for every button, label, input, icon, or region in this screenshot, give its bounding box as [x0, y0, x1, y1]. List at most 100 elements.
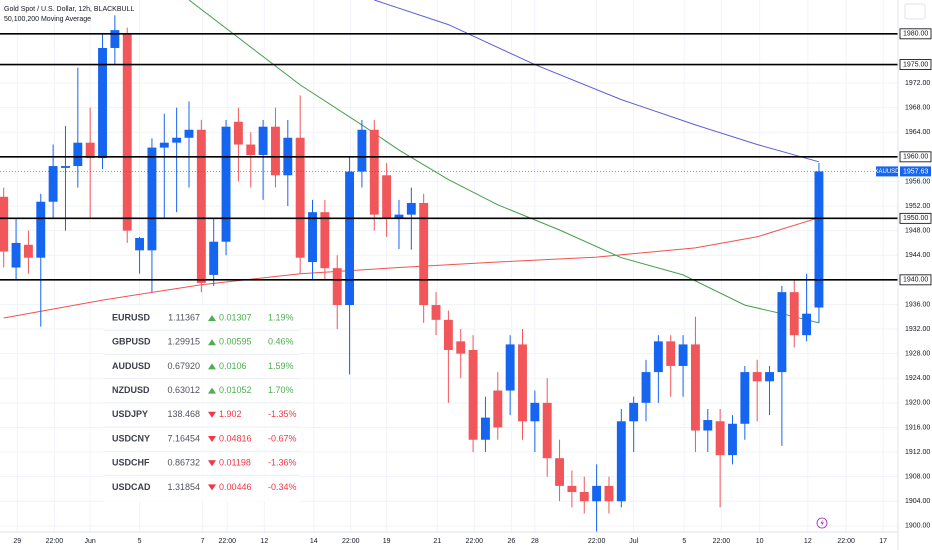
moving-average-line	[3, 217, 820, 319]
symbol-box	[876, 166, 898, 177]
y-tick-label: 1928.00	[905, 350, 930, 357]
candle-body	[258, 126, 268, 155]
pair-change: 1.902	[219, 409, 242, 419]
candle-body	[493, 390, 503, 428]
candle-body	[23, 244, 33, 258]
pair-price: 1.29915	[167, 337, 200, 347]
x-tick-label: 12	[804, 538, 812, 545]
x-tick-label: Jul	[629, 538, 638, 545]
down-arrow	[208, 484, 216, 491]
chart-title: Gold Spot / U.S. Dollar, 12h, BLACKBULL	[4, 6, 134, 13]
pair-price: 0.67920	[167, 361, 200, 371]
x-tick-label: 29	[13, 538, 21, 545]
pair-price: 7.16454	[167, 433, 200, 443]
candle-body	[715, 421, 725, 456]
pair-change: 0.04816	[219, 433, 252, 443]
candle-body	[468, 349, 478, 440]
x-tick-label: 22:00	[588, 538, 606, 545]
down-arrow	[208, 436, 216, 442]
level-label-box	[899, 151, 932, 163]
x-tick-label: 10	[756, 538, 764, 545]
x-tick-label: 7	[201, 538, 205, 545]
event-icon-bolt	[820, 519, 824, 527]
candle-body	[752, 372, 762, 382]
candle-body	[406, 202, 416, 215]
y-tick-label: 1924.00	[905, 375, 930, 382]
x-tick-label: Jun	[85, 538, 96, 545]
level-label-box	[899, 59, 932, 70]
pair-change: 0.00595	[219, 337, 252, 347]
pair-name: USDCAD	[112, 482, 151, 492]
x-tick-label: 22:00	[466, 538, 484, 545]
candle-body	[36, 201, 46, 258]
candle-body	[542, 402, 552, 459]
level-label: 1940.00	[903, 277, 928, 284]
candle-body	[678, 344, 688, 366]
candle-body	[85, 142, 95, 159]
event-icon[interactable]	[816, 517, 828, 529]
level-label: 1960.00	[903, 154, 928, 161]
candle-body	[666, 341, 676, 366]
candle-body	[579, 492, 589, 502]
candle-body	[135, 238, 145, 251]
candle-body	[11, 242, 21, 268]
candle-body	[443, 319, 453, 350]
y-tick-label: 1948.00	[905, 227, 930, 234]
candle-body	[295, 137, 305, 258]
candle-body	[567, 485, 577, 493]
candle-body	[703, 420, 713, 431]
pair-price: 1.11367	[168, 312, 200, 322]
chart-subtitle: 50,100,200 Moving Average	[4, 16, 91, 23]
price-axis: 1900.00 1904.00 1908.00 1912.00 1916.00 1920.…	[13, 28, 932, 545]
y-tick-label: 1972.00	[905, 80, 930, 87]
candle-body	[592, 485, 602, 502]
level-label: 1950.00	[903, 215, 928, 222]
x-tick-label: 22:00	[219, 538, 237, 545]
candle-body	[505, 344, 515, 391]
candle-body	[653, 341, 663, 373]
candle-body	[357, 129, 367, 172]
moving-average-line	[374, 0, 820, 163]
candle-body	[789, 292, 799, 336]
candle-body	[209, 241, 219, 275]
pair-change-percent: -0.34%	[268, 482, 297, 492]
y-tick-label: 1908.00	[905, 473, 930, 480]
candle-body	[765, 372, 774, 382]
down-arrow	[208, 411, 216, 418]
candle-body	[159, 142, 169, 148]
y-tick-label: 1916.00	[905, 424, 930, 431]
candle-body	[184, 129, 194, 138]
level-label-box	[899, 212, 932, 224]
watchlist: EURUSD 1.11367 0.01307 1.19% GBPUSD 1.29915 0.…	[104, 306, 300, 502]
x-tick-label: 19	[383, 538, 391, 545]
level-label: 1975.00	[903, 61, 928, 68]
y-tick-label: 1964.00	[905, 129, 930, 136]
pair-name: EURUSD	[112, 312, 151, 322]
candle-body	[802, 313, 812, 336]
candle-body	[456, 341, 466, 354]
plot	[0, 0, 898, 532]
candle-body	[777, 292, 787, 373]
x-tick-label: 22:00	[713, 538, 731, 545]
pair-price: 0.63012	[167, 385, 200, 395]
level-label-box	[899, 28, 932, 40]
last-price-box	[900, 166, 931, 177]
candle-body	[690, 344, 700, 431]
y-tick-label: 1912.00	[905, 449, 930, 456]
candle-body	[320, 212, 330, 269]
candle-body	[110, 30, 120, 48]
up-arrow	[208, 339, 216, 346]
y-tick-label: 1944.00	[905, 252, 930, 259]
candle-body	[616, 421, 626, 502]
x-tick-label: 22:00	[46, 538, 64, 545]
pair-price: 0.86732	[167, 458, 200, 468]
symbol-label: XAUUSD	[874, 169, 900, 175]
x-tick-label: 28	[531, 538, 539, 545]
candle-body	[369, 129, 379, 215]
candle-body	[530, 402, 540, 422]
candle-body	[122, 33, 132, 231]
pair-change: 0.01052	[219, 385, 252, 395]
settings-button[interactable]	[904, 3, 926, 20]
up-arrow	[208, 315, 216, 321]
